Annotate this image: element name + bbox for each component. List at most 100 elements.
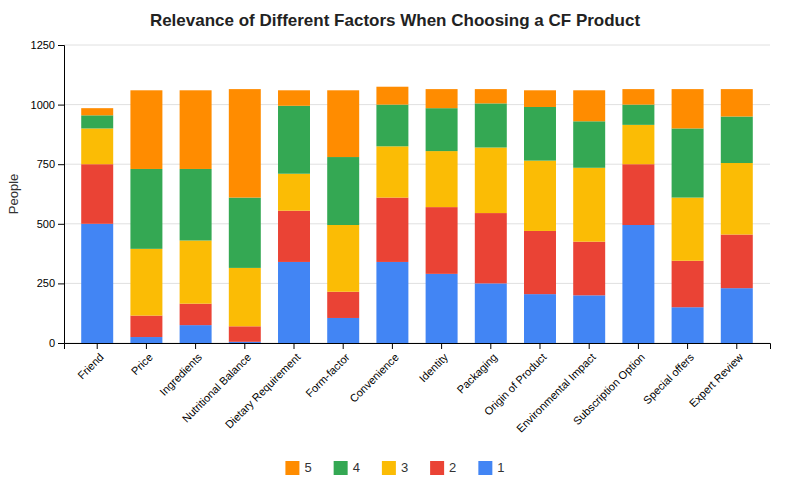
tick-mark: [687, 343, 688, 349]
bar: [130, 337, 162, 343]
tick-mark: [58, 45, 64, 46]
bar: [81, 115, 113, 128]
bar: [180, 169, 212, 241]
bar: [524, 161, 556, 231]
tick-mark: [58, 283, 64, 284]
tick-mark: [490, 343, 491, 349]
tick-label: Expert Review: [687, 351, 746, 410]
tick-mark: [343, 343, 344, 349]
tick-mark: [294, 343, 295, 349]
tick: Expert Review: [687, 343, 746, 409]
bar: [130, 249, 162, 316]
bar: [475, 89, 507, 103]
bars: [81, 87, 753, 343]
tick-label: Friend: [75, 351, 106, 382]
tick-label: Price: [129, 351, 155, 377]
tick: Identity: [417, 343, 451, 384]
legend: 54321: [285, 460, 504, 475]
legend-label: 5: [304, 460, 311, 475]
bar: [721, 235, 753, 289]
bar: [622, 89, 654, 104]
bar: [426, 89, 458, 108]
bar: [229, 268, 261, 326]
bar: [180, 304, 212, 325]
bar: [573, 168, 605, 242]
bar: [376, 198, 408, 262]
bar: [81, 164, 113, 224]
tick-mark: [589, 343, 590, 349]
tick-label: Dietary Requirement: [223, 351, 303, 431]
grid-line: [64, 164, 770, 165]
tick-mark: [539, 343, 540, 349]
tick-mark: [638, 343, 639, 349]
tick-label: Convenience: [347, 351, 401, 405]
bar: [376, 87, 408, 105]
legend-item: 4: [334, 460, 360, 475]
bar: [475, 213, 507, 283]
tick: 1000: [31, 99, 64, 111]
bar: [327, 225, 359, 292]
bar: [376, 262, 408, 343]
tick: 250: [37, 277, 64, 289]
bar: [229, 342, 261, 343]
tick-label: 750: [37, 158, 55, 170]
tick-mark: [736, 343, 737, 349]
legend-label: 4: [353, 460, 360, 475]
bar: [81, 224, 113, 343]
legend-swatch: [382, 461, 396, 475]
bar: [721, 163, 753, 235]
bar: [229, 326, 261, 341]
tick-mark: [58, 164, 64, 165]
title: Relevance of Different Factors When Choo…: [150, 11, 641, 30]
y-axis-title: People: [6, 174, 21, 214]
tick-mark: [58, 105, 64, 106]
tick: Friend: [75, 343, 106, 381]
tick-label: Ingredients: [157, 351, 204, 398]
bar: [622, 105, 654, 125]
bar: [475, 148, 507, 214]
tick: Form-factor: [303, 343, 352, 400]
bar: [180, 90, 212, 169]
bar: [426, 151, 458, 207]
tick-label: Packaging: [455, 351, 500, 396]
bar: [278, 262, 310, 343]
bar: [524, 294, 556, 343]
tick: Subscription Option: [571, 343, 647, 427]
tick-mark: [244, 343, 245, 349]
y-axis: 025050075010001250: [31, 39, 65, 349]
bar: [524, 231, 556, 294]
legend-item: 3: [382, 460, 408, 475]
bar: [672, 89, 704, 128]
plot: 025050075010001250FriendPriceIngredients…: [31, 39, 771, 435]
tick-mark: [58, 343, 64, 344]
bar: [426, 108, 458, 151]
bar: [524, 90, 556, 107]
tick-label: Form-factor: [303, 351, 352, 400]
bar: [672, 261, 704, 307]
tick: 750: [37, 158, 64, 170]
bar: [327, 157, 359, 225]
legend-label: 3: [401, 460, 408, 475]
tick-label: Subscription Option: [571, 351, 647, 427]
bar: [672, 128, 704, 197]
grid-line: [64, 104, 770, 105]
tick: Special offers: [641, 343, 697, 406]
legend-swatch: [478, 461, 492, 475]
tick-mark: [392, 343, 393, 349]
tick-mark: [146, 343, 147, 349]
legend-label: 2: [449, 460, 456, 475]
series: [81, 164, 753, 342]
bar: [475, 103, 507, 147]
bar: [327, 90, 359, 157]
bar: [573, 242, 605, 296]
tick-label: Environmental Impact: [514, 351, 598, 435]
grid-line: [64, 283, 770, 284]
tick: Ingredients: [157, 343, 204, 398]
tick-label: Special offers: [641, 351, 697, 407]
bar: [426, 274, 458, 343]
bar: [229, 198, 261, 268]
bar: [130, 316, 162, 337]
tick-label: 250: [37, 277, 55, 289]
legend-item: 5: [285, 460, 311, 475]
bar: [426, 207, 458, 274]
